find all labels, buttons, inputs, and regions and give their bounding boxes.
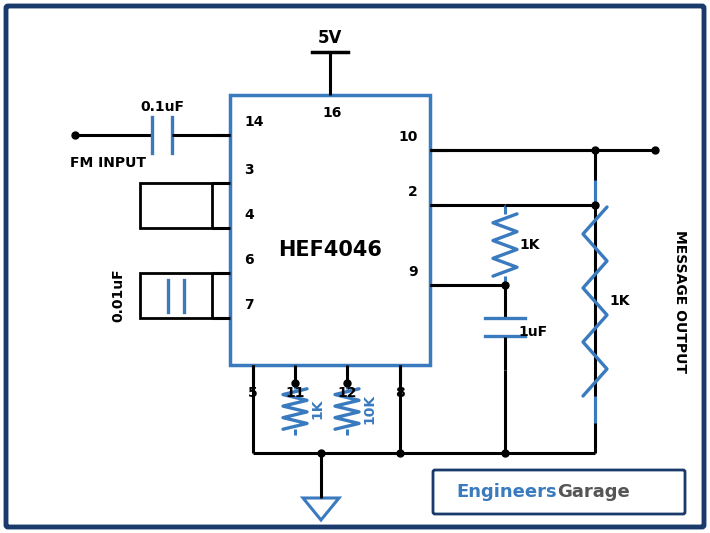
Text: 0.01uF: 0.01uF bbox=[111, 269, 125, 322]
Text: 2: 2 bbox=[408, 185, 418, 199]
Text: 5V: 5V bbox=[318, 29, 342, 47]
FancyBboxPatch shape bbox=[6, 6, 704, 527]
Text: 16: 16 bbox=[322, 106, 342, 120]
Text: 4: 4 bbox=[244, 208, 253, 222]
Bar bbox=[140, 273, 212, 318]
Text: 7: 7 bbox=[244, 298, 253, 312]
Text: Garage: Garage bbox=[557, 483, 630, 501]
FancyBboxPatch shape bbox=[433, 470, 685, 514]
Text: 1K: 1K bbox=[310, 399, 324, 419]
Text: 3: 3 bbox=[244, 163, 253, 177]
Text: 8: 8 bbox=[395, 386, 405, 400]
Bar bbox=[230, 95, 430, 365]
Text: 12: 12 bbox=[337, 386, 356, 400]
Text: 11: 11 bbox=[285, 386, 305, 400]
Text: FM INPUT: FM INPUT bbox=[70, 156, 146, 170]
Text: Engineers: Engineers bbox=[457, 483, 557, 501]
Text: 9: 9 bbox=[408, 265, 418, 279]
Text: MESSAGE OUTPUT: MESSAGE OUTPUT bbox=[673, 230, 687, 373]
Text: 1K: 1K bbox=[520, 238, 540, 252]
Text: 6: 6 bbox=[244, 253, 253, 267]
Text: 1uF: 1uF bbox=[518, 325, 547, 339]
Text: 5: 5 bbox=[248, 386, 258, 400]
Text: 0.1uF: 0.1uF bbox=[140, 100, 184, 114]
Text: 10: 10 bbox=[398, 130, 418, 144]
Text: 14: 14 bbox=[244, 115, 263, 129]
Bar bbox=[140, 183, 212, 228]
Text: 1K: 1K bbox=[610, 294, 630, 308]
Text: 10K: 10K bbox=[362, 394, 376, 424]
Text: HEF4046: HEF4046 bbox=[278, 240, 382, 260]
